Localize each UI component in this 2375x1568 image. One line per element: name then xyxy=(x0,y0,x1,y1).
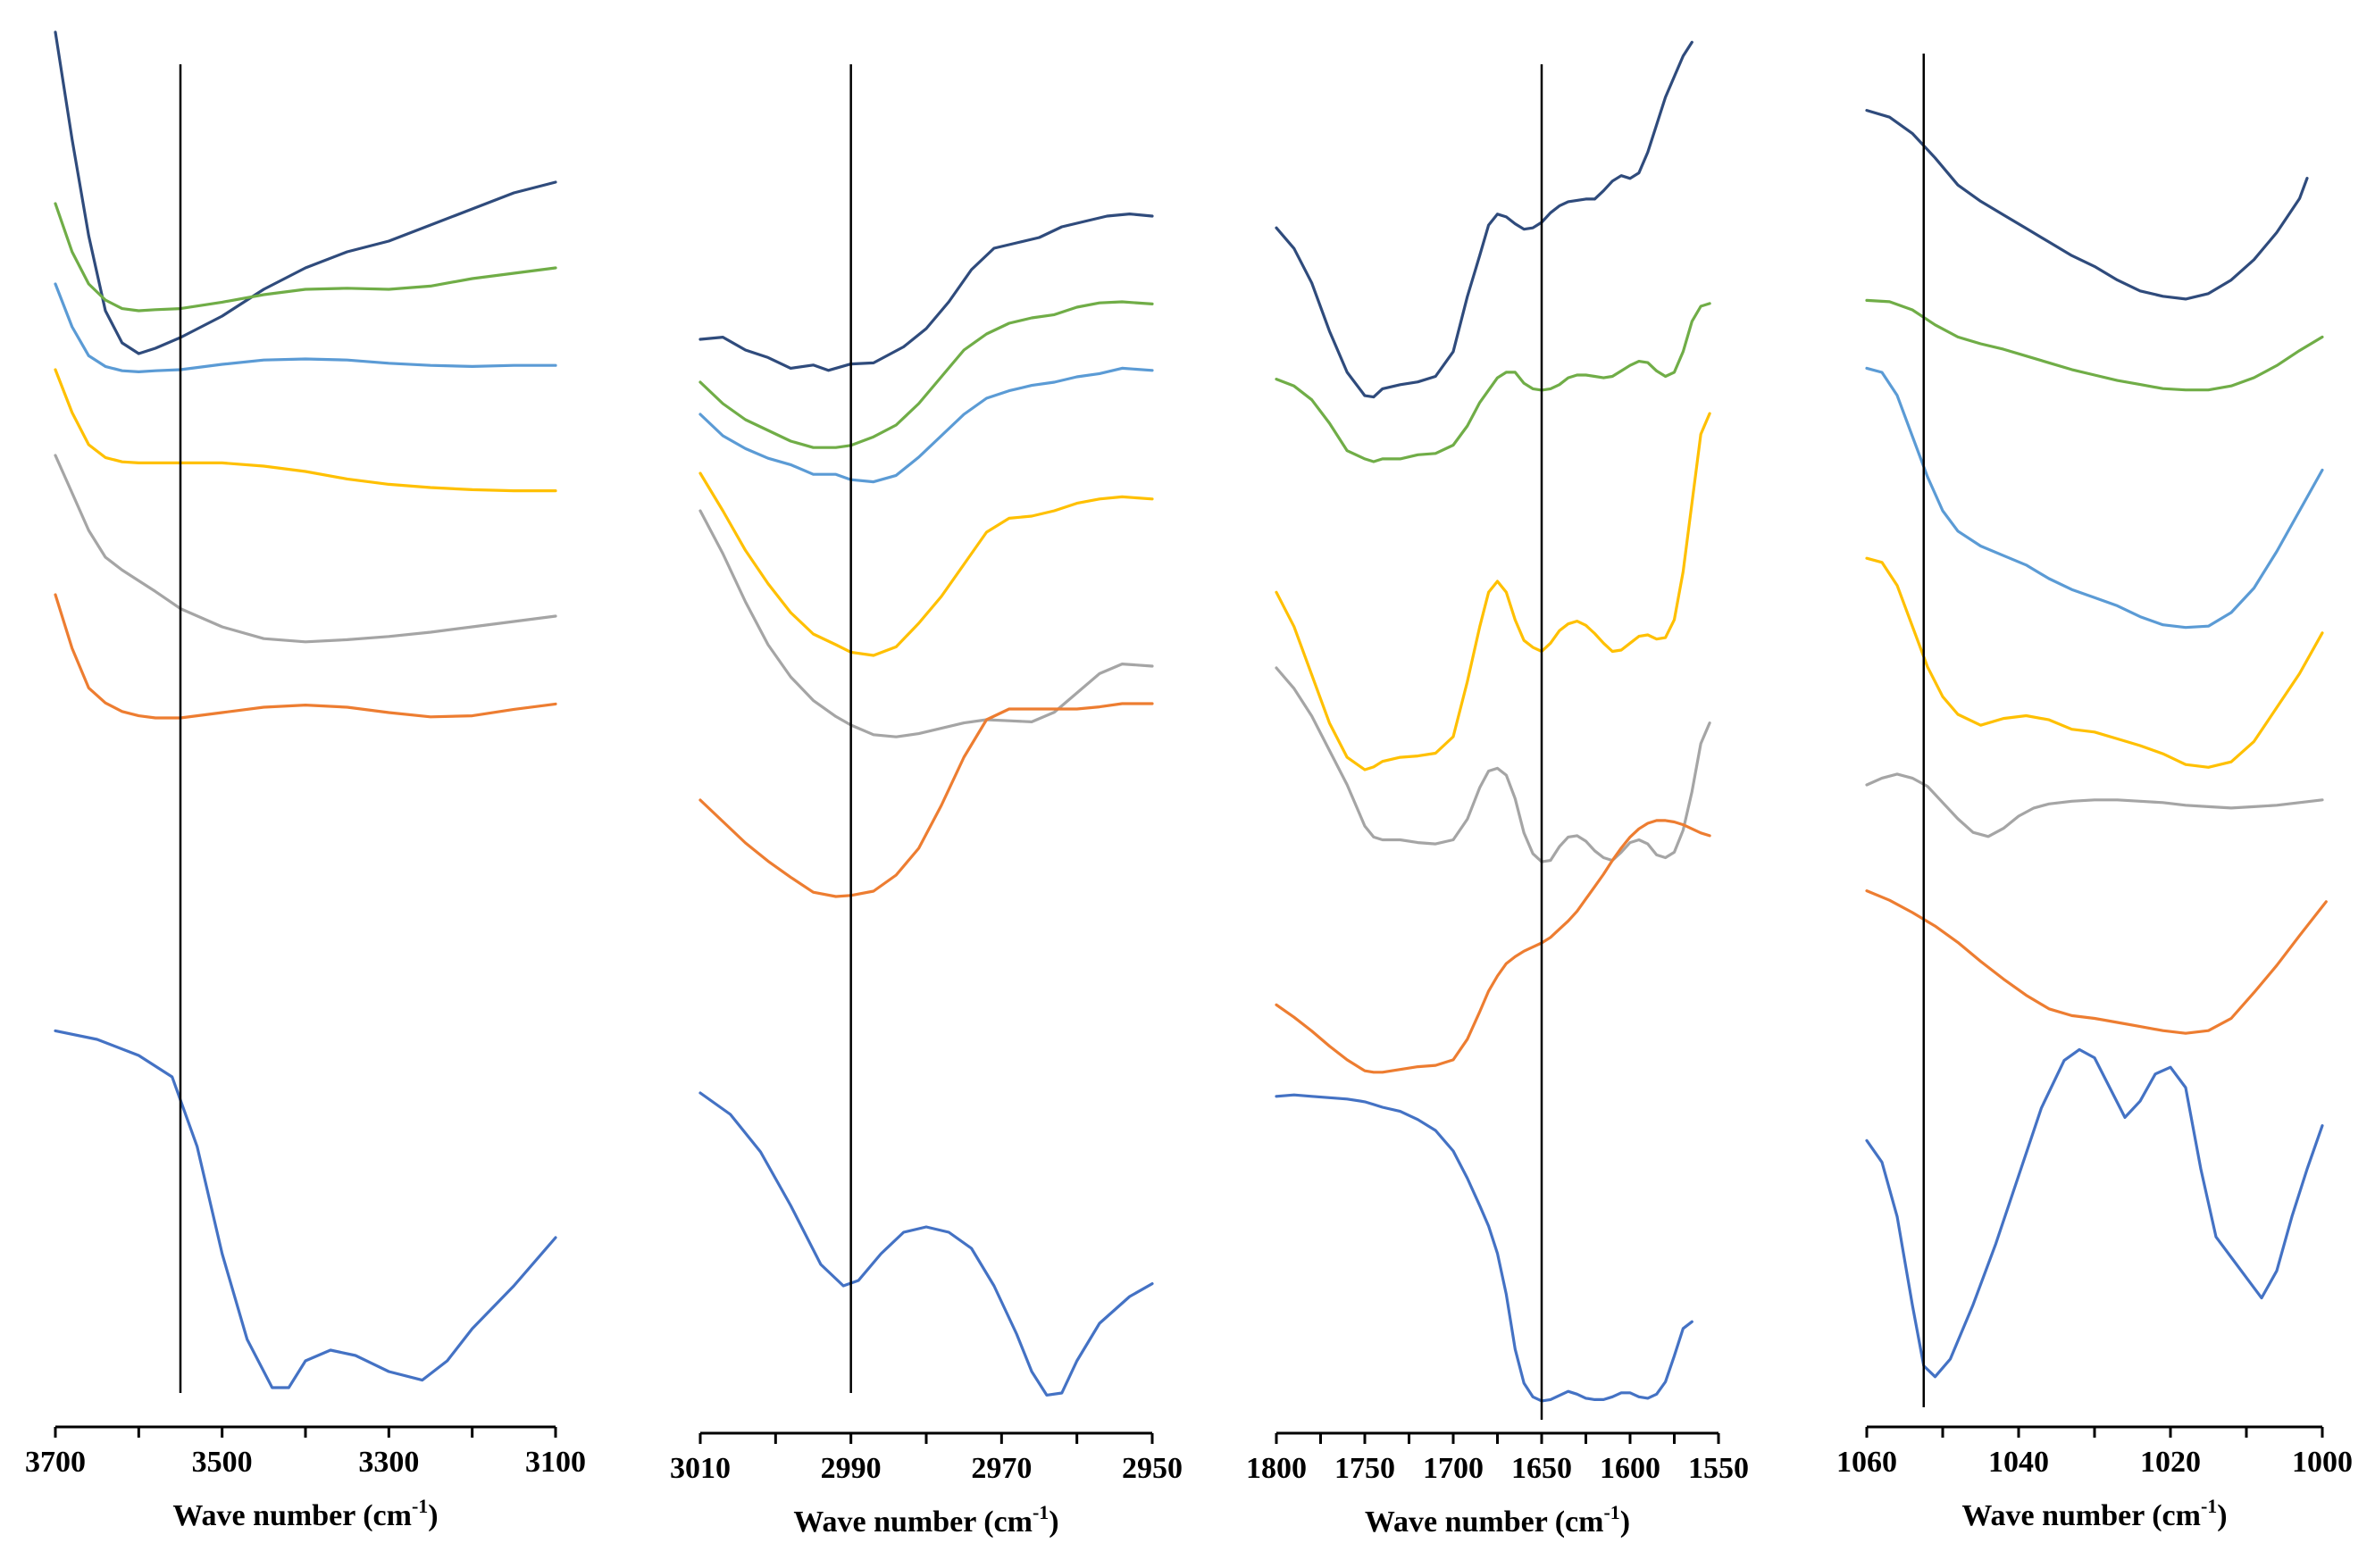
series-line-orange xyxy=(1275,819,1711,1074)
x-tick-label: 2970 xyxy=(971,1452,1032,1485)
x-tick-label: 3500 xyxy=(192,1446,253,1479)
series-line-green xyxy=(1865,298,2324,392)
series-line-yellow xyxy=(1865,556,2324,769)
series-line-lightblue xyxy=(54,282,557,373)
x-tick-label: 3010 xyxy=(670,1452,731,1485)
x-axis-title: Wave number (cm-1) xyxy=(1961,1495,2227,1532)
x-tick-label: 1650 xyxy=(1511,1452,1572,1485)
x-tick-label: 1000 xyxy=(2292,1446,2353,1479)
series-line-navy xyxy=(1865,109,2309,301)
x-tick-label: 1060 xyxy=(1836,1446,1897,1479)
x-tick-label: 1700 xyxy=(1423,1452,1484,1485)
spectrum-panel-2: 3010 2990 2970 2950 Wave number (cm-1) xyxy=(670,64,1183,1539)
series-line-blue xyxy=(1865,1047,2324,1379)
x-tick-label: 2990 xyxy=(821,1452,882,1485)
series-line-lightblue xyxy=(1865,366,2324,630)
x-tick-label: 1600 xyxy=(1600,1452,1660,1485)
x-tick-label: 1800 xyxy=(1246,1452,1307,1485)
series-line-blue xyxy=(698,1091,1154,1397)
x-axis-title: Wave number (cm-1) xyxy=(1365,1501,1630,1539)
series-line-green xyxy=(54,202,557,313)
x-axis-title: Wave number (cm-1) xyxy=(172,1495,438,1532)
x-tick-label: 3700 xyxy=(25,1446,86,1479)
spectrum-panel-3: 1800 1750 1700 1650 1600 1550 Wave number (cm-… xyxy=(1246,40,1749,1539)
series-line-gray xyxy=(54,454,557,644)
series-line-gray xyxy=(1275,666,1711,863)
spectrum-panel-4: 1060 1040 1020 1000 Wave number (cm-1) xyxy=(1836,54,2353,1532)
series-line-navy xyxy=(698,213,1154,372)
x-tick-label: 1750 xyxy=(1334,1452,1395,1485)
x-axis-title: Wave number (cm-1) xyxy=(793,1501,1058,1539)
x-tick-label: 3100 xyxy=(525,1446,586,1479)
x-tick-label: 3300 xyxy=(358,1446,419,1479)
series-line-gray xyxy=(1865,772,2324,838)
series-line-lightblue xyxy=(698,366,1154,484)
series-line-blue xyxy=(1275,1093,1693,1403)
series-line-orange xyxy=(698,702,1154,898)
series-line-orange xyxy=(54,593,557,720)
series-line-yellow xyxy=(1275,412,1711,771)
series-line-green xyxy=(698,300,1154,449)
series-line-blue xyxy=(54,1029,557,1389)
series-line-orange xyxy=(1865,889,2328,1035)
series-line-navy xyxy=(1275,40,1693,399)
spectrum-panel-1: 3700 3500 3300 3100 Wave number (cm-1) xyxy=(25,30,586,1532)
series-line-yellow xyxy=(54,368,557,493)
series-line-yellow xyxy=(698,471,1154,657)
series-line-navy xyxy=(54,30,557,355)
x-tick-label: 2950 xyxy=(1122,1452,1183,1485)
series-line-green xyxy=(1275,302,1711,463)
x-tick-label: 1020 xyxy=(2140,1446,2201,1479)
x-tick-label: 1040 xyxy=(1988,1446,2049,1479)
x-tick-label: 1550 xyxy=(1688,1452,1749,1485)
series-line-gray xyxy=(698,509,1154,738)
